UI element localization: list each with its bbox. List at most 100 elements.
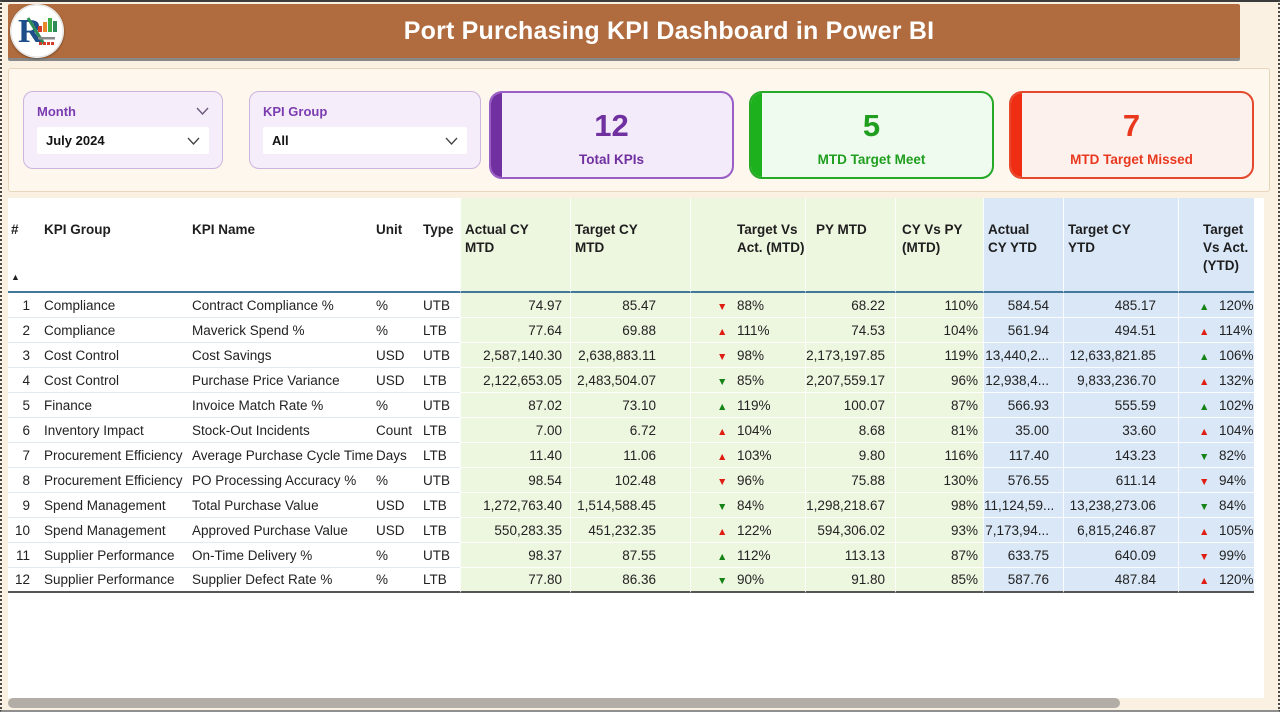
total-kpis-card: 12 Total KPIs <box>489 91 734 179</box>
column-header-unit[interactable]: Unit <box>374 198 421 293</box>
table-row[interactable]: 9 Spend Management Total Purchase Value USD… <box>8 493 1254 518</box>
sort-ascending-icon: ▲ <box>11 272 20 283</box>
total-kpis-value: 12 <box>594 108 629 143</box>
table-row[interactable]: 12 Supplier Performance Supplier Defect Ra… <box>8 568 1254 593</box>
arrow-up-icon: ▲ <box>717 425 728 438</box>
table-row[interactable]: 7 Procurement Efficiency Average Purchase … <box>8 443 1254 468</box>
cell-kpi-name: PO Processing Accuracy % <box>186 468 374 493</box>
cell-cy-vs-py-mtd: 130% <box>895 468 983 493</box>
cell-target-vs-act-mtd: ▼ 96% <box>690 468 805 493</box>
arrow-up-icon: ▲ <box>717 525 728 538</box>
cell-kpi-group: Procurement Efficiency <box>38 468 186 493</box>
cell-kpi-name: Supplier Defect Rate % <box>186 568 374 593</box>
column-header-target-cy-ytd[interactable]: Target CY YTD <box>1063 198 1178 293</box>
table-row[interactable]: 10 Spend Management Approved Purchase Valu… <box>8 518 1254 543</box>
cell-unit: % <box>374 393 421 418</box>
table-row[interactable]: 4 Cost Control Purchase Price Variance USD L… <box>8 368 1254 393</box>
kpi-group-select-value: All <box>272 133 289 148</box>
kpi-table: # ▲ KPI Group KPI Name Unit Type Actual … <box>8 198 1264 698</box>
table-row[interactable]: 6 Inventory Impact Stock-Out Incidents Coun… <box>8 418 1254 443</box>
cell-actual-cy-ytd: 117.40 <box>983 443 1063 468</box>
arrow-down-icon: ▼ <box>1199 475 1210 488</box>
column-header-type[interactable]: Type <box>421 198 460 293</box>
arrow-up-icon: ▲ <box>1199 350 1210 363</box>
column-header-index[interactable]: # ▲ <box>8 198 38 293</box>
column-header-target-cy-mtd[interactable]: Target CY MTD <box>570 198 690 293</box>
cell-unit: Days <box>374 443 421 468</box>
cell-unit: % <box>374 568 421 593</box>
column-header-actual-cy-ytd[interactable]: Actual CY YTD <box>983 198 1063 293</box>
cell-target-vs-act-mtd: ▲ 119% <box>690 393 805 418</box>
horizontal-scrollbar-thumb[interactable] <box>8 698 1120 708</box>
cell-kpi-group: Supplier Performance <box>38 543 186 568</box>
cell-actual-cy-ytd: 633.75 <box>983 543 1063 568</box>
cell-unit: % <box>374 318 421 343</box>
cell-actual-cy-mtd: 77.80 <box>460 568 570 593</box>
month-slicer-label: Month <box>37 103 76 119</box>
vs-value: 90% <box>737 572 765 587</box>
cell-target-vs-act-mtd: ▼ 88% <box>690 293 805 318</box>
column-header-target-vs-act-ytd[interactable]: Target Vs Act. (YTD) <box>1178 198 1254 293</box>
month-slicer: Month July 2024 <box>23 91 223 169</box>
cell-cy-vs-py-mtd: 81% <box>895 418 983 443</box>
cell-py-mtd: 75.88 <box>805 468 895 493</box>
cell-target-cy-ytd: 487.84 <box>1063 568 1178 593</box>
cell-py-mtd: 594,306.02 <box>805 518 895 543</box>
vs-value: 84% <box>737 497 765 513</box>
cell-target-vs-act-mtd: ▲ 122% <box>690 518 805 543</box>
chevron-down-icon <box>187 137 200 145</box>
cell-kpi-group: Spend Management <box>38 518 186 543</box>
cell-type: UTB <box>421 543 460 568</box>
column-header-kpi-name[interactable]: KPI Name <box>186 198 374 293</box>
cell-py-mtd: 8.68 <box>805 418 895 443</box>
table-header-row: # ▲ KPI Group KPI Name Unit Type Actual … <box>8 198 1254 293</box>
vs-value: 96% <box>737 472 765 488</box>
cell-target-vs-act-ytd: ▲ 102% <box>1178 393 1254 418</box>
cell-kpi-name: Purchase Price Variance <box>186 368 374 393</box>
table-row[interactable]: 1 Compliance Contract Compliance %% UTB 74.9… <box>8 293 1254 318</box>
column-header-py-mtd[interactable]: PY MTD <box>805 198 895 293</box>
table-row[interactable]: 2 Compliance Maverick Spend %% LTB 77.64 69.8… <box>8 318 1254 343</box>
cell-index: 8 <box>8 468 38 493</box>
column-header-kpi-group[interactable]: KPI Group <box>38 198 186 293</box>
cell-target-vs-act-mtd: ▼ 98% <box>690 343 805 368</box>
arrow-up-icon: ▲ <box>717 450 728 463</box>
kpi-group-select[interactable]: All <box>263 127 467 154</box>
cell-target-cy-mtd: 11.06 <box>570 443 690 468</box>
cell-target-cy-mtd: 102.48 <box>570 468 690 493</box>
total-kpis-label: Total KPIs <box>578 152 644 167</box>
cell-kpi-group: Cost Control <box>38 368 186 393</box>
cell-kpi-group: Compliance <box>38 318 186 343</box>
month-select[interactable]: July 2024 <box>37 127 209 154</box>
table-row[interactable]: 5 Finance Invoice Match Rate %% UTB 87.02 73.… <box>8 393 1254 418</box>
cell-target-vs-act-mtd: ▼ 85% <box>690 368 805 393</box>
column-header-target-vs-act-mtd[interactable]: Target Vs Act. (MTD) <box>690 198 805 293</box>
table-row[interactable]: 11 Supplier Performance On-Time Delivery %… <box>8 543 1254 568</box>
cell-actual-cy-mtd: 11.40 <box>460 443 570 468</box>
cell-unit: Count <box>374 418 421 443</box>
cell-py-mtd: 2,207,559.17 <box>805 368 895 393</box>
kpi-group-slicer: KPI Group All <box>249 91 481 169</box>
chevron-down-icon[interactable] <box>196 107 209 115</box>
cell-cy-vs-py-mtd: 116% <box>895 443 983 468</box>
column-header-actual-cy-mtd[interactable]: Actual CY MTD <box>460 198 570 293</box>
cell-target-vs-act-ytd: ▼ 94% <box>1178 468 1254 493</box>
arrow-up-icon: ▲ <box>1199 525 1210 538</box>
table-row[interactable]: 3 Cost Control Cost Savings USD UTB 2,587,140… <box>8 343 1254 368</box>
cell-type: UTB <box>421 293 460 318</box>
vs-value: 114% <box>1219 322 1253 338</box>
kpi-group-slicer-label: KPI Group <box>263 103 328 119</box>
arrow-up-icon: ▲ <box>1199 375 1210 388</box>
cell-actual-cy-mtd: 98.37 <box>460 543 570 568</box>
cell-type: LTB <box>421 568 460 593</box>
cell-actual-cy-mtd: 87.02 <box>460 393 570 418</box>
cell-cy-vs-py-mtd: 85% <box>895 568 983 593</box>
cell-kpi-group: Supplier Performance <box>38 568 186 593</box>
cell-target-cy-mtd: 6.72 <box>570 418 690 443</box>
cell-target-cy-mtd: 2,483,504.07 <box>570 368 690 393</box>
cell-target-cy-mtd: 86.36 <box>570 568 690 593</box>
column-header-cy-vs-py-mtd[interactable]: CY Vs PY (MTD) <box>895 198 983 293</box>
cell-target-cy-ytd: 9,833,236.70 <box>1063 368 1178 393</box>
cell-index: 3 <box>8 343 38 368</box>
table-row[interactable]: 8 Procurement Efficiency PO Processing Acc… <box>8 468 1254 493</box>
